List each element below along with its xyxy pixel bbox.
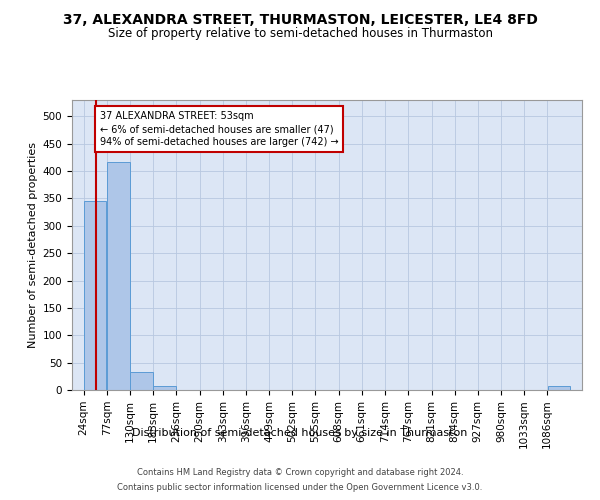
Text: Distribution of semi-detached houses by size in Thurmaston: Distribution of semi-detached houses by …: [133, 428, 467, 438]
Y-axis label: Number of semi-detached properties: Number of semi-detached properties: [28, 142, 38, 348]
Bar: [130, 372, 153, 390]
Bar: [548, 386, 570, 390]
Bar: [84, 201, 106, 390]
Bar: [107, 162, 130, 390]
Text: Size of property relative to semi-detached houses in Thurmaston: Size of property relative to semi-detach…: [107, 28, 493, 40]
Text: 37, ALEXANDRA STREET, THURMASTON, LEICESTER, LE4 8FD: 37, ALEXANDRA STREET, THURMASTON, LEICES…: [62, 12, 538, 26]
Bar: [153, 386, 176, 390]
Text: Contains HM Land Registry data © Crown copyright and database right 2024.: Contains HM Land Registry data © Crown c…: [137, 468, 463, 477]
Text: Contains public sector information licensed under the Open Government Licence v3: Contains public sector information licen…: [118, 483, 482, 492]
Text: 37 ALEXANDRA STREET: 53sqm
← 6% of semi-detached houses are smaller (47)
94% of : 37 ALEXANDRA STREET: 53sqm ← 6% of semi-…: [100, 111, 338, 148]
